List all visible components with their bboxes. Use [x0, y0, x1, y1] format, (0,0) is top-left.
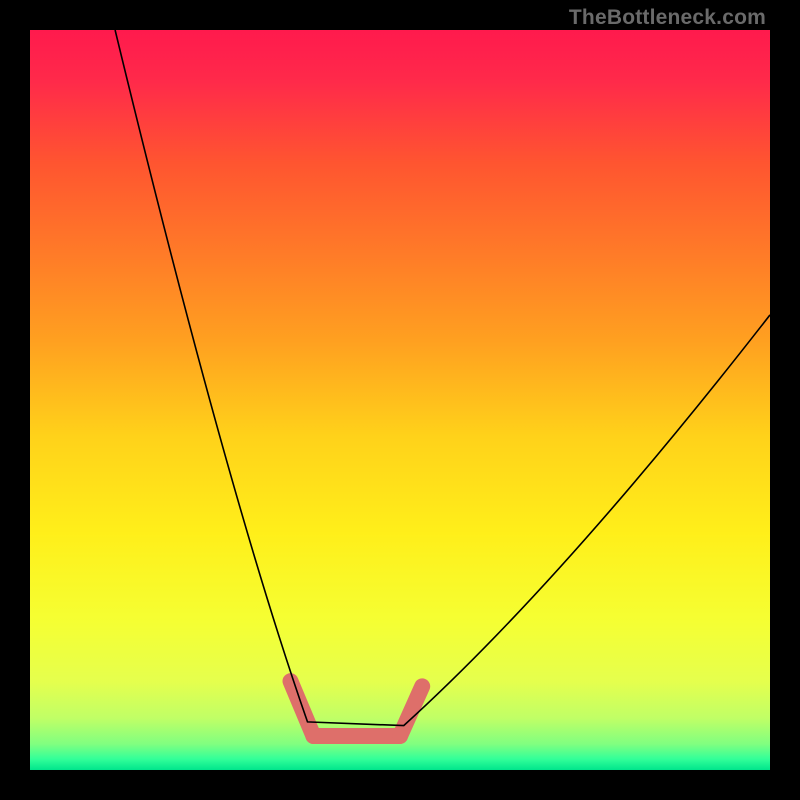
plot-area: [30, 30, 770, 770]
outer-frame: TheBottleneck.com: [0, 0, 800, 800]
bottleneck-v-curve: [115, 30, 770, 726]
bottleneck-curve: [30, 30, 770, 770]
watermark-text: TheBottleneck.com: [569, 6, 766, 30]
optimal-range-highlight: [290, 681, 422, 736]
